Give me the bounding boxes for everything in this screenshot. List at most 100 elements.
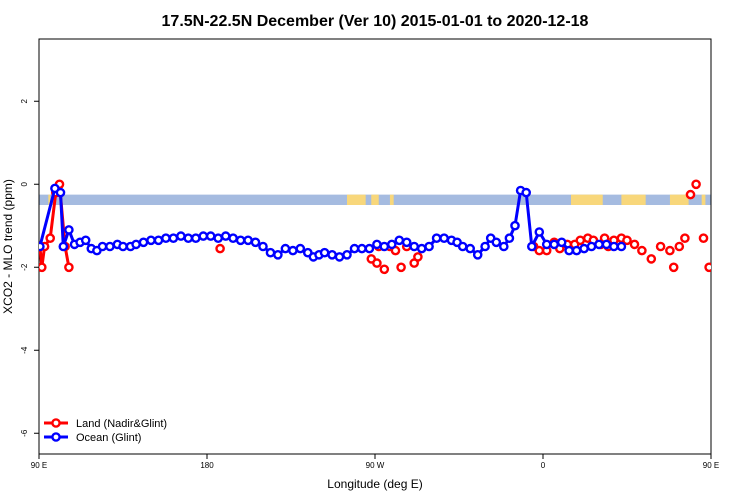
- data-point: [58, 241, 69, 252]
- data-point: [594, 239, 604, 250]
- data-point: [457, 241, 468, 252]
- data-point: [64, 225, 74, 235]
- data-point: [416, 243, 427, 254]
- data-point: [504, 233, 515, 243]
- data-point: [205, 231, 216, 241]
- data-point: [288, 245, 298, 256]
- data-point: [655, 241, 666, 252]
- data-point: [480, 241, 490, 252]
- data-point: [213, 233, 223, 243]
- legend-label: Ocean (Glint): [76, 432, 141, 444]
- land-segment: [371, 194, 379, 205]
- data-point: [45, 233, 56, 243]
- legend-marker: [51, 432, 61, 442]
- data-point: [521, 187, 532, 198]
- data-point: [138, 237, 149, 248]
- data-point: [105, 241, 115, 252]
- data-point: [637, 245, 647, 256]
- data-point: [409, 241, 420, 252]
- data-point: [601, 239, 612, 250]
- x-tick-label: 180: [200, 461, 214, 470]
- x-axis-label: Longitude (deg E): [327, 477, 422, 491]
- data-point: [571, 245, 582, 256]
- data-point: [265, 247, 276, 258]
- data-point: [372, 258, 382, 268]
- data-point: [691, 179, 701, 190]
- data-point: [579, 243, 589, 254]
- data-point: [665, 245, 675, 256]
- ocean-series: [39, 183, 627, 262]
- data-point: [372, 239, 382, 250]
- data-point: [334, 252, 345, 262]
- x-tick-label: 90 E: [31, 461, 47, 470]
- data-point: [161, 233, 171, 243]
- data-point: [364, 243, 375, 254]
- data-point: [379, 264, 390, 275]
- data-point: [556, 237, 567, 248]
- data-point: [319, 247, 330, 258]
- data-point: [698, 233, 709, 243]
- data-point: [685, 189, 696, 200]
- data-point: [534, 227, 545, 237]
- data-point: [680, 233, 690, 243]
- data-point: [674, 241, 685, 252]
- land-segment: [48, 194, 51, 205]
- data-point: [258, 241, 268, 252]
- data-point: [609, 241, 619, 252]
- chart-title: 17.5N-22.5N December (Ver 10) 2015-01-01…: [162, 13, 589, 30]
- data-point: [394, 235, 405, 246]
- data-point: [118, 241, 128, 252]
- data-point: [413, 252, 423, 262]
- data-point: [280, 243, 291, 254]
- data-point: [586, 241, 597, 252]
- data-point: [549, 239, 560, 250]
- data-point: [342, 249, 352, 260]
- y-tick-label: -2: [20, 263, 29, 271]
- data-point: [39, 262, 47, 273]
- data-point: [183, 233, 194, 243]
- data-point: [215, 243, 225, 254]
- data-point: [527, 241, 537, 252]
- land-segment: [389, 194, 394, 205]
- legend-marker: [51, 418, 61, 428]
- data-point: [575, 235, 586, 246]
- y-tick-label: -4: [20, 346, 29, 354]
- data-point: [424, 241, 434, 252]
- data-point: [146, 235, 156, 246]
- data-point: [510, 220, 520, 231]
- data-point: [153, 235, 164, 246]
- data-point: [168, 233, 179, 243]
- data-point: [273, 249, 283, 260]
- data-point: [491, 237, 502, 248]
- data-point: [97, 241, 108, 252]
- data-point: [629, 239, 640, 250]
- data-point: [534, 245, 545, 256]
- x-tick-label: 90 W: [366, 461, 385, 470]
- data-point: [39, 241, 45, 252]
- data-point: [704, 262, 711, 273]
- data-point: [564, 245, 574, 256]
- land-segment: [669, 194, 689, 205]
- data-point: [80, 235, 91, 246]
- legend-label: Land (Nadir&Glint): [76, 418, 167, 430]
- data-point: [498, 241, 509, 252]
- data-point: [622, 235, 632, 246]
- data-point: [131, 239, 141, 250]
- land-segment: [347, 194, 366, 205]
- data-point: [250, 237, 261, 248]
- data-point: [386, 239, 397, 250]
- data-point: [401, 237, 412, 248]
- data-point: [616, 241, 627, 252]
- data-point: [465, 243, 476, 254]
- x-tick-label: 90 E: [703, 461, 719, 470]
- data-point: [541, 239, 552, 250]
- data-point: [357, 243, 367, 254]
- data-point: [55, 187, 66, 198]
- data-point: [190, 233, 201, 243]
- data-point: [235, 235, 246, 246]
- data-point: [198, 231, 209, 241]
- land-series: [39, 179, 711, 275]
- x-tick-label: 0: [541, 461, 546, 470]
